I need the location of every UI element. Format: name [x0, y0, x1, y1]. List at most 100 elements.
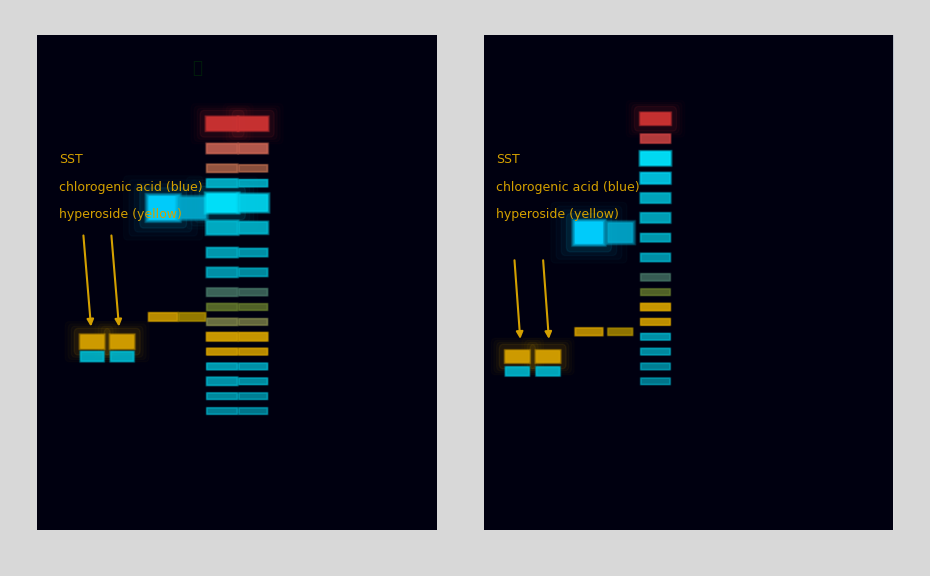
FancyBboxPatch shape — [575, 327, 604, 336]
FancyBboxPatch shape — [81, 352, 103, 361]
FancyBboxPatch shape — [634, 107, 677, 131]
FancyBboxPatch shape — [239, 333, 267, 340]
FancyBboxPatch shape — [149, 313, 178, 321]
FancyBboxPatch shape — [537, 367, 559, 376]
FancyBboxPatch shape — [640, 213, 671, 223]
FancyBboxPatch shape — [641, 113, 670, 124]
FancyBboxPatch shape — [206, 288, 238, 297]
FancyBboxPatch shape — [206, 247, 238, 258]
FancyBboxPatch shape — [641, 289, 670, 295]
FancyBboxPatch shape — [504, 350, 531, 363]
FancyBboxPatch shape — [238, 288, 268, 296]
FancyBboxPatch shape — [238, 268, 268, 276]
FancyBboxPatch shape — [238, 248, 269, 257]
FancyBboxPatch shape — [80, 351, 104, 362]
FancyBboxPatch shape — [239, 268, 267, 276]
FancyBboxPatch shape — [641, 152, 670, 165]
FancyBboxPatch shape — [206, 318, 238, 325]
FancyBboxPatch shape — [206, 287, 239, 297]
FancyBboxPatch shape — [238, 179, 269, 187]
FancyBboxPatch shape — [206, 332, 238, 341]
FancyBboxPatch shape — [207, 144, 237, 153]
FancyBboxPatch shape — [238, 378, 268, 385]
FancyBboxPatch shape — [81, 352, 103, 361]
FancyBboxPatch shape — [573, 220, 605, 245]
FancyBboxPatch shape — [641, 151, 671, 165]
FancyBboxPatch shape — [239, 363, 268, 370]
FancyBboxPatch shape — [641, 253, 671, 262]
FancyBboxPatch shape — [239, 319, 268, 325]
FancyBboxPatch shape — [641, 378, 670, 384]
FancyBboxPatch shape — [206, 407, 238, 415]
FancyBboxPatch shape — [239, 289, 267, 295]
FancyBboxPatch shape — [238, 267, 269, 277]
FancyBboxPatch shape — [604, 220, 636, 245]
FancyBboxPatch shape — [206, 193, 239, 213]
FancyBboxPatch shape — [238, 143, 269, 154]
FancyBboxPatch shape — [504, 350, 530, 363]
FancyBboxPatch shape — [641, 378, 671, 385]
FancyBboxPatch shape — [239, 319, 268, 325]
FancyBboxPatch shape — [238, 143, 268, 154]
FancyBboxPatch shape — [537, 351, 559, 362]
FancyBboxPatch shape — [111, 335, 134, 348]
FancyBboxPatch shape — [506, 351, 528, 362]
FancyBboxPatch shape — [111, 351, 134, 362]
FancyBboxPatch shape — [207, 333, 237, 340]
FancyBboxPatch shape — [641, 289, 671, 295]
FancyBboxPatch shape — [238, 392, 268, 400]
FancyBboxPatch shape — [206, 408, 238, 415]
FancyBboxPatch shape — [206, 393, 237, 399]
FancyBboxPatch shape — [640, 378, 671, 385]
FancyBboxPatch shape — [239, 222, 268, 234]
FancyBboxPatch shape — [641, 378, 671, 385]
FancyBboxPatch shape — [206, 194, 238, 213]
FancyBboxPatch shape — [239, 378, 268, 385]
FancyBboxPatch shape — [239, 165, 267, 172]
FancyBboxPatch shape — [641, 253, 671, 262]
FancyBboxPatch shape — [640, 233, 671, 242]
FancyBboxPatch shape — [499, 344, 536, 369]
FancyBboxPatch shape — [239, 248, 268, 256]
FancyBboxPatch shape — [640, 172, 671, 184]
FancyBboxPatch shape — [640, 192, 671, 203]
FancyBboxPatch shape — [640, 134, 671, 144]
FancyBboxPatch shape — [179, 198, 206, 218]
FancyBboxPatch shape — [640, 318, 671, 325]
FancyBboxPatch shape — [207, 222, 237, 234]
FancyBboxPatch shape — [207, 180, 237, 187]
FancyBboxPatch shape — [238, 248, 268, 257]
FancyBboxPatch shape — [237, 221, 269, 234]
FancyBboxPatch shape — [207, 363, 237, 369]
FancyBboxPatch shape — [239, 378, 267, 384]
FancyBboxPatch shape — [537, 367, 560, 376]
FancyBboxPatch shape — [239, 165, 268, 172]
FancyBboxPatch shape — [206, 143, 238, 154]
FancyBboxPatch shape — [239, 408, 268, 414]
FancyBboxPatch shape — [206, 333, 237, 341]
FancyBboxPatch shape — [239, 304, 268, 310]
FancyBboxPatch shape — [639, 151, 671, 166]
FancyBboxPatch shape — [239, 180, 267, 187]
FancyBboxPatch shape — [79, 334, 106, 350]
FancyBboxPatch shape — [147, 195, 179, 221]
FancyBboxPatch shape — [530, 344, 566, 369]
FancyBboxPatch shape — [608, 328, 632, 335]
FancyBboxPatch shape — [239, 304, 267, 310]
FancyBboxPatch shape — [238, 318, 268, 326]
FancyBboxPatch shape — [206, 164, 238, 173]
FancyBboxPatch shape — [206, 303, 238, 311]
FancyBboxPatch shape — [206, 247, 239, 259]
FancyBboxPatch shape — [206, 377, 238, 385]
FancyBboxPatch shape — [641, 234, 671, 242]
FancyBboxPatch shape — [640, 112, 671, 125]
FancyBboxPatch shape — [576, 328, 603, 335]
FancyBboxPatch shape — [80, 335, 104, 349]
FancyBboxPatch shape — [641, 254, 670, 261]
FancyBboxPatch shape — [207, 304, 237, 310]
FancyBboxPatch shape — [640, 172, 671, 184]
FancyBboxPatch shape — [79, 351, 105, 362]
FancyBboxPatch shape — [536, 350, 561, 363]
FancyBboxPatch shape — [74, 328, 110, 355]
FancyBboxPatch shape — [641, 213, 671, 223]
